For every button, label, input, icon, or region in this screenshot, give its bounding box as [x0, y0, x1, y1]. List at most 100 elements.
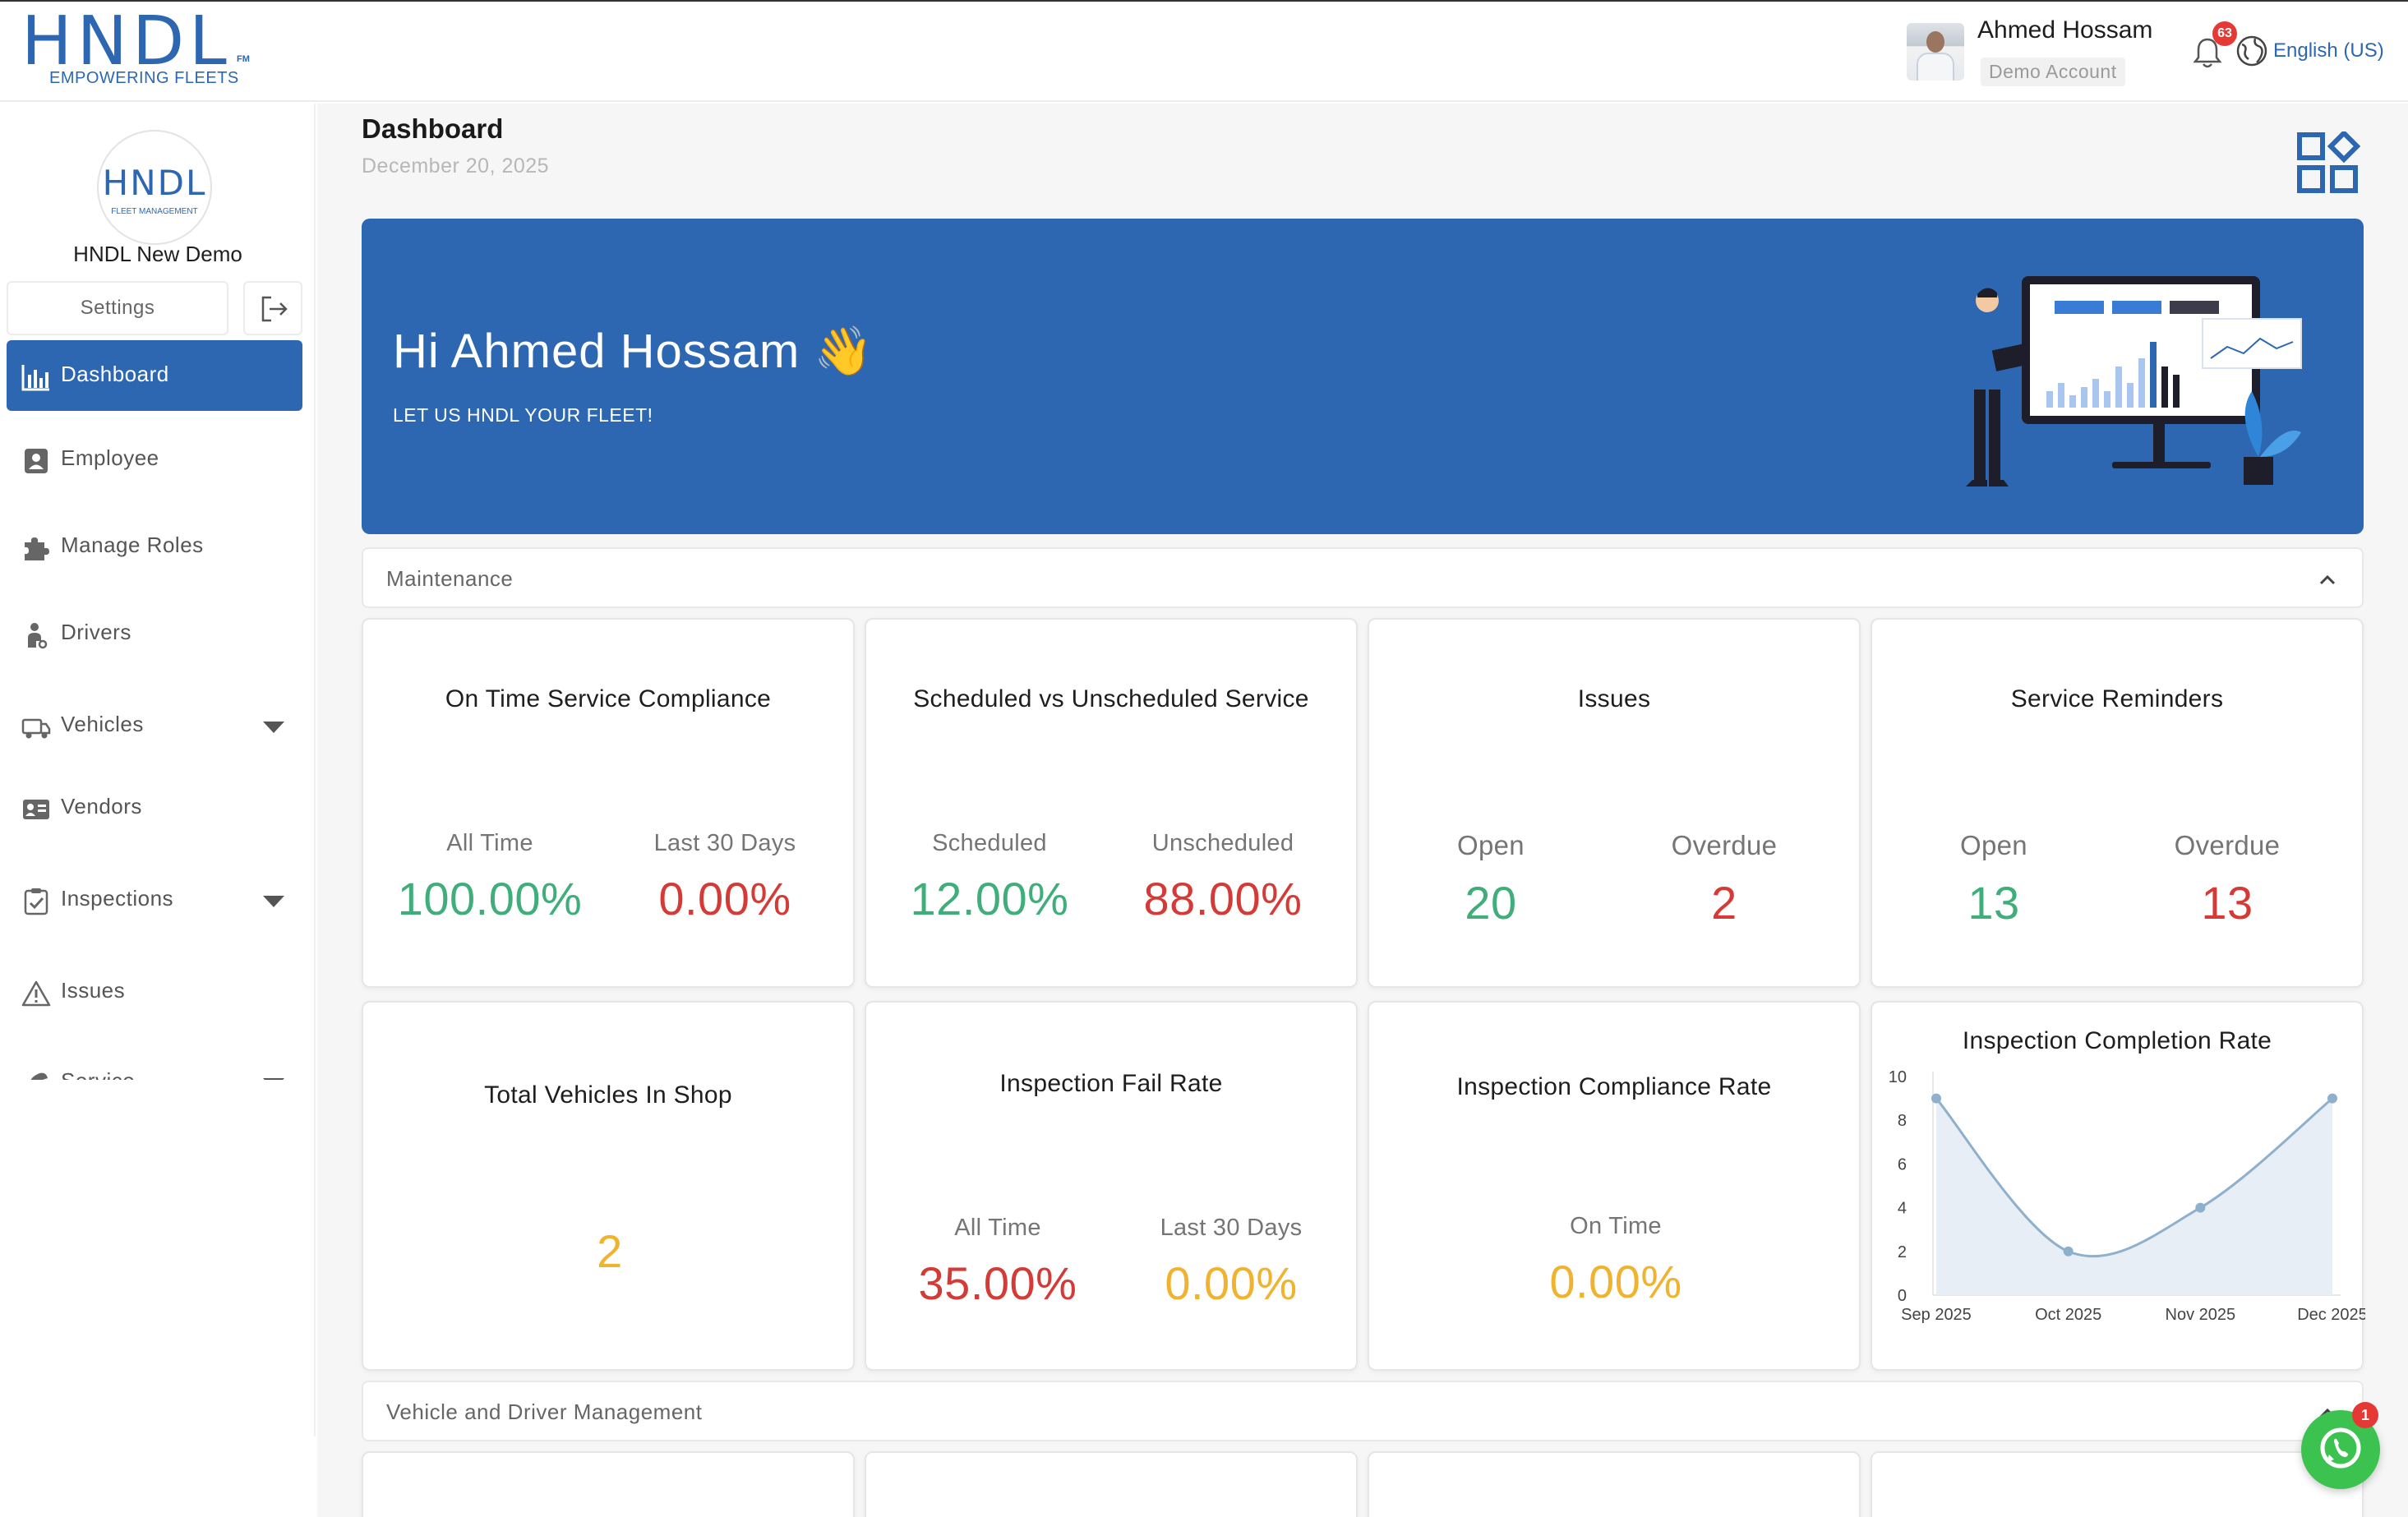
main-content: Dashboard December 20, 2025 Hi Ahmed Hos… [317, 104, 2408, 1517]
stat-label: Last 30 Days [653, 830, 796, 856]
card-title: Inspection Fail Rate [999, 1070, 1223, 1097]
stat-value: 0.00% [1549, 1256, 1682, 1307]
sidebar-item-label: Drivers [61, 620, 131, 644]
stat-label: Open [1960, 830, 2027, 860]
card-title: Total Vehicles In Shop [484, 1081, 732, 1109]
settings-button[interactable]: Settings [7, 281, 228, 335]
stat-open: Open 13 [1879, 830, 2109, 929]
card-on-time-service-compliance: On Time Service Compliance All Time 100.… [362, 618, 855, 988]
notification-badge: 63 [2212, 21, 2237, 46]
stat-label: Open [1457, 830, 1525, 860]
chevron-down-icon [263, 896, 284, 907]
globe-icon[interactable] [2235, 35, 2268, 67]
org-name: HNDL New Demo [73, 242, 242, 266]
y-tick-label: 4 [1898, 1200, 1907, 1218]
welcome-banner: Hi Ahmed Hossam 👋 LET US HNDL YOUR FLEET… [362, 219, 2364, 534]
stat-on-time: On Time 0.00% [1501, 1213, 1731, 1308]
org-logo: HNDL FLEET MANAGEMENT [97, 130, 212, 245]
x-tick-label: Dec 2025 [2297, 1306, 2365, 1324]
vendor-card-icon [23, 800, 49, 819]
stat-all-time: All Time 100.00% [375, 830, 605, 925]
sidebar-item-label: Service [61, 1068, 135, 1080]
dashboard-illustration [1966, 276, 2302, 486]
puzzle-icon [25, 537, 49, 560]
sidebar-item-manage-roles[interactable]: Manage Roles [7, 511, 302, 582]
truck-icon [21, 718, 51, 739]
stat-overdue: Overdue 13 [2112, 830, 2342, 929]
card-total-vehicles-in-shop: Total Vehicles In Shop 2 [362, 1001, 855, 1371]
language-selector[interactable]: English (US) [2273, 39, 2384, 62]
sidebar-item-label: Employee [61, 445, 159, 470]
x-tick-label: Sep 2025 [1901, 1306, 1972, 1324]
sidebar-item-service[interactable]: Service [7, 1047, 302, 1080]
y-tick-label: 6 [1898, 1155, 1907, 1173]
card-inspection-compliance-rate: Inspection Compliance Rate On Time 0.00% [1368, 1001, 1861, 1371]
stat-value: 88.00% [1143, 873, 1303, 924]
stat-value: 13 [1967, 877, 2020, 929]
section-maintenance[interactable]: Maintenance [362, 547, 2364, 608]
stat-label: Last 30 Days [1160, 1215, 1303, 1241]
data-point [2195, 1202, 2206, 1213]
card-inspection-fail-rate: Inspection Fail Rate All Time 35.00% Las… [865, 1001, 1358, 1371]
sidebar-item-dashboard[interactable]: Dashboard [7, 340, 302, 411]
warning-icon [21, 980, 51, 1007]
card-title: Service Reminders [2010, 685, 2224, 712]
stat-value: 20 [1465, 877, 1517, 929]
user-name[interactable]: Ahmed Hossam [1977, 16, 2153, 44]
y-tick-label: 8 [1898, 1112, 1907, 1130]
logout-icon [261, 296, 288, 322]
section-label: Vehicle and Driver Management [386, 1399, 703, 1424]
top-header: HNDL FM EMPOWERING FLEETS Ahmed Hossam D… [0, 0, 2408, 102]
section-label: Maintenance [386, 566, 514, 591]
stat-label: Overdue [2174, 830, 2281, 860]
data-point [2327, 1093, 2337, 1104]
sidebar-item-label: Inspections [61, 886, 174, 911]
section-vehicle-driver-management[interactable]: Vehicle and Driver Management [362, 1381, 2364, 1441]
data-point [2063, 1246, 2074, 1256]
avatar[interactable] [1907, 23, 1964, 81]
bell-icon[interactable] [2191, 35, 2224, 71]
card-inspection-completion-rate: Inspection Completion Rate 0 2 4 6 8 10 Sep 20… [1871, 1001, 2365, 1371]
brand-logo[interactable]: HNDL FM EMPOWERING FLEETS [21, 7, 250, 89]
card-issues: Issues Open 20 Overdue 2 [1368, 618, 1861, 988]
stat-label: Overdue [1671, 830, 1778, 860]
stat-scheduled: Scheduled 12.00% [874, 830, 1105, 925]
welcome-subtitle: LET US HNDL YOUR FLEET! [393, 404, 653, 426]
card-service-reminders: Service Reminders Open 13 Overdue 13 [1871, 618, 2364, 988]
sidebar-item-vendors[interactable]: Vendors [7, 772, 302, 843]
card-placeholder [362, 1451, 855, 1517]
sidebar-item-drivers[interactable]: Drivers [7, 598, 302, 669]
sidebar-item-vehicles[interactable]: Vehicles [7, 690, 302, 761]
sidebar-item-label: Issues [61, 978, 126, 1003]
sidebar-item-inspections[interactable]: Inspections [7, 865, 302, 935]
series-line [1935, 1097, 2333, 1258]
stat-label: Scheduled [932, 830, 1047, 856]
stat-overdue: Overdue 2 [1609, 830, 1839, 929]
stat-last-30-days: Last 30 Days 0.00% [610, 830, 840, 925]
data-point [1931, 1093, 1941, 1104]
y-tick-label: 2 [1898, 1243, 1907, 1261]
stat-unscheduled: Unscheduled 88.00% [1108, 830, 1338, 925]
widgets-grid-icon[interactable] [2296, 131, 2360, 196]
sidebar-item-issues[interactable]: Issues [7, 957, 302, 1027]
stat-label: All Time [446, 830, 533, 856]
stat-last-30-days: Last 30 Days 0.00% [1116, 1215, 1346, 1310]
logout-button[interactable] [243, 281, 302, 335]
sidebar-item-label: Vendors [61, 794, 142, 818]
card-placeholder [1368, 1451, 1861, 1517]
stat-label: Unscheduled [1151, 830, 1294, 856]
sidebar-item-employee[interactable]: Employee [7, 424, 302, 495]
stat-value: 12.00% [910, 873, 1069, 924]
chevron-down-icon [263, 722, 284, 733]
stat-value: 0.00% [658, 873, 791, 924]
chevron-up-icon[interactable] [2316, 569, 2339, 592]
stat-open: Open 20 [1376, 830, 1606, 929]
chevron-down-icon [263, 1078, 284, 1080]
completion-rate-chart: 0 2 4 6 8 10 Sep 2025 Oct 2025 Nov 2025 Dec 2025 [1889, 1068, 2365, 1324]
stat-value: 2 [597, 1225, 623, 1277]
sidebar-item-label: Vehicles [61, 712, 144, 736]
welcome-greeting: Hi Ahmed Hossam 👋 [393, 325, 874, 378]
sidebar-item-label: Dashboard [61, 362, 169, 386]
card-title: Inspection Completion Rate [1962, 1027, 2272, 1054]
stat-value-wrap: 2 [495, 1210, 725, 1278]
